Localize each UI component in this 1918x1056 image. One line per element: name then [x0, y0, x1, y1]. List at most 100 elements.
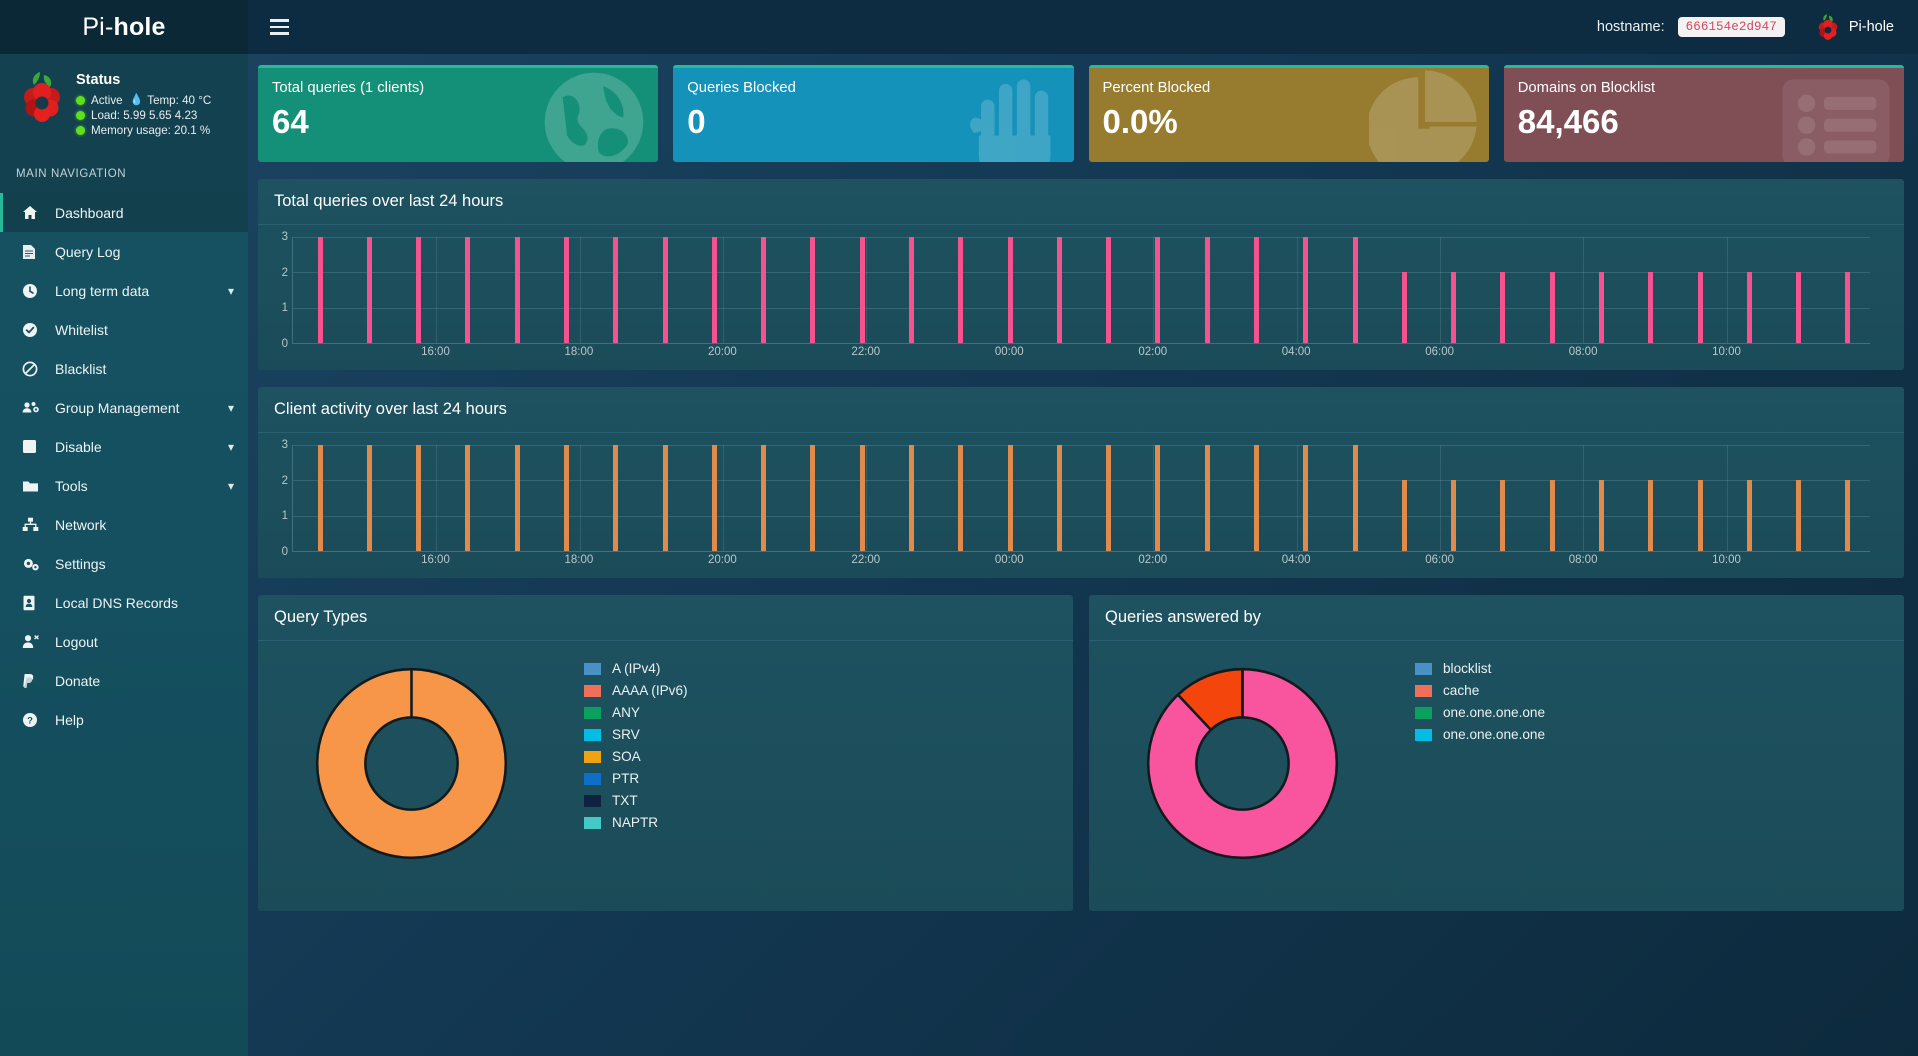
chart-bar[interactable] — [1352, 237, 1358, 343]
chart-bar[interactable] — [613, 237, 619, 343]
chart-bar[interactable] — [1500, 272, 1506, 343]
chart-bar[interactable] — [1697, 272, 1703, 343]
chart-bar[interactable] — [1845, 272, 1851, 343]
chart-bar[interactable] — [1007, 237, 1013, 343]
chart-bar[interactable] — [416, 445, 422, 551]
legend-item[interactable]: AAAA (IPv6) — [584, 683, 688, 698]
topbar-brand[interactable]: Pi-hole — [1816, 12, 1894, 42]
chart-bar[interactable] — [859, 237, 865, 343]
chart-bar[interactable] — [1204, 445, 1210, 551]
legend-item[interactable]: one.one.one.one — [1415, 727, 1545, 742]
sidebar-item-help[interactable]: ? Help — [0, 700, 248, 739]
chart-bar[interactable] — [1303, 445, 1309, 551]
chart-bar[interactable] — [317, 445, 323, 551]
legend-item[interactable]: TXT — [584, 793, 688, 808]
query-types-donut[interactable] — [276, 655, 546, 901]
chart-bar[interactable] — [711, 237, 717, 343]
sidebar-item-donate[interactable]: Donate — [0, 661, 248, 700]
chevron-down-icon[interactable]: ▾ — [227, 400, 234, 415]
chart-bar[interactable] — [366, 237, 372, 343]
chart-bar[interactable] — [1598, 272, 1604, 343]
chart-bar[interactable] — [1746, 272, 1752, 343]
chart-bar[interactable] — [1796, 480, 1802, 551]
legend-item[interactable]: SOA — [584, 749, 688, 764]
chart-bar[interactable] — [1598, 480, 1604, 551]
chart-bar[interactable] — [909, 237, 915, 343]
chart-bar[interactable] — [1204, 237, 1210, 343]
chart-bar[interactable] — [1155, 445, 1161, 551]
total-queries-chart[interactable]: 0 1 2 3 16:00 18:00 20:00 22:00 00:00 02:00 04:00 0… — [272, 231, 1890, 362]
chart-bar[interactable] — [859, 445, 865, 551]
chart-bar[interactable] — [1697, 480, 1703, 551]
sidebar-item-blacklist[interactable]: Blacklist — [0, 349, 248, 388]
chart-bar[interactable] — [465, 237, 471, 343]
chart-bar[interactable] — [1007, 445, 1013, 551]
legend-item[interactable]: one.one.one.one — [1415, 705, 1545, 720]
chart-bar[interactable] — [1401, 272, 1407, 343]
chart-bar[interactable] — [1401, 480, 1407, 551]
chart-bar[interactable] — [1253, 445, 1259, 551]
chart-bar[interactable] — [1056, 445, 1062, 551]
chart-bar[interactable] — [1451, 272, 1457, 343]
chart-bar[interactable] — [810, 445, 816, 551]
legend-item[interactable]: NAPTR — [584, 815, 688, 830]
legend-item[interactable]: ANY — [584, 705, 688, 720]
sidebar-brand[interactable]: Pi-hole — [0, 0, 248, 54]
chart-bar[interactable] — [958, 237, 964, 343]
chart-bar[interactable] — [564, 237, 570, 343]
answered-by-donut[interactable] — [1107, 655, 1377, 901]
sidebar-item-whitelist[interactable]: Whitelist — [0, 310, 248, 349]
chart-bar[interactable] — [1746, 480, 1752, 551]
chart-bar[interactable] — [564, 445, 570, 551]
chart-bar[interactable] — [416, 237, 422, 343]
chart-bar[interactable] — [1549, 272, 1555, 343]
legend-item[interactable]: cache — [1415, 683, 1545, 698]
chart-bar[interactable] — [317, 237, 323, 343]
sidebar-item-query-log[interactable]: Query Log — [0, 232, 248, 271]
sidebar-item-network[interactable]: Network — [0, 505, 248, 544]
chart-bar[interactable] — [1451, 480, 1457, 551]
sidebar-item-long-term-data[interactable]: Long term data ▾ — [0, 271, 248, 310]
legend-item[interactable]: A (IPv4) — [584, 661, 688, 676]
chart-bar[interactable] — [465, 445, 471, 551]
chart-bar[interactable] — [909, 445, 915, 551]
chart-bar[interactable] — [1500, 480, 1506, 551]
legend-item[interactable]: blocklist — [1415, 661, 1545, 676]
sidebar-item-settings[interactable]: Settings — [0, 544, 248, 583]
chart-bar[interactable] — [1352, 445, 1358, 551]
chart-bar[interactable] — [761, 237, 767, 343]
chart-bar[interactable] — [1253, 237, 1259, 343]
sidebar-item-logout[interactable]: Logout — [0, 622, 248, 661]
chart-bar[interactable] — [1106, 445, 1112, 551]
stat-total-queries[interactable]: Total queries (1 clients) 64 — [258, 65, 659, 162]
chart-bar[interactable] — [761, 445, 767, 551]
chart-bar[interactable] — [1549, 480, 1555, 551]
chart-bar[interactable] — [1303, 237, 1309, 343]
chevron-down-icon[interactable]: ▾ — [227, 283, 234, 298]
chart-bar[interactable] — [366, 445, 372, 551]
stat-domains-blocklist[interactable]: Domains on Blocklist 84,466 — [1503, 65, 1904, 162]
legend-item[interactable]: SRV — [584, 727, 688, 742]
chart-bar[interactable] — [1106, 237, 1112, 343]
chart-bar[interactable] — [1648, 272, 1654, 343]
client-activity-chart[interactable]: 0 1 2 3 16:00 18:00 20:00 22:00 00:00 02:00 04:00 0… — [272, 439, 1890, 570]
chart-bar[interactable] — [514, 237, 520, 343]
legend-item[interactable]: PTR — [584, 771, 688, 786]
sidebar-item-local-dns-records[interactable]: Local DNS Records — [0, 583, 248, 622]
chevron-down-icon[interactable]: ▾ — [227, 439, 234, 454]
menu-toggle-icon[interactable] — [266, 13, 293, 40]
sidebar-item-group-management[interactable]: Group Management ▾ — [0, 388, 248, 427]
chart-bar[interactable] — [1648, 480, 1654, 551]
chart-bar[interactable] — [1155, 237, 1161, 343]
stat-percent-blocked[interactable]: Percent Blocked 0.0% — [1088, 65, 1489, 162]
chart-bar[interactable] — [958, 445, 964, 551]
stat-queries-blocked[interactable]: Queries Blocked 0 — [673, 65, 1074, 162]
chart-bar[interactable] — [810, 237, 816, 343]
chart-bar[interactable] — [1845, 480, 1851, 551]
sidebar-item-tools[interactable]: Tools ▾ — [0, 466, 248, 505]
chart-bar[interactable] — [1056, 237, 1062, 343]
chart-bar[interactable] — [514, 445, 520, 551]
chart-bar[interactable] — [1796, 272, 1802, 343]
sidebar-item-disable[interactable]: Disable ▾ — [0, 427, 248, 466]
sidebar-item-dashboard[interactable]: Dashboard — [0, 193, 248, 232]
